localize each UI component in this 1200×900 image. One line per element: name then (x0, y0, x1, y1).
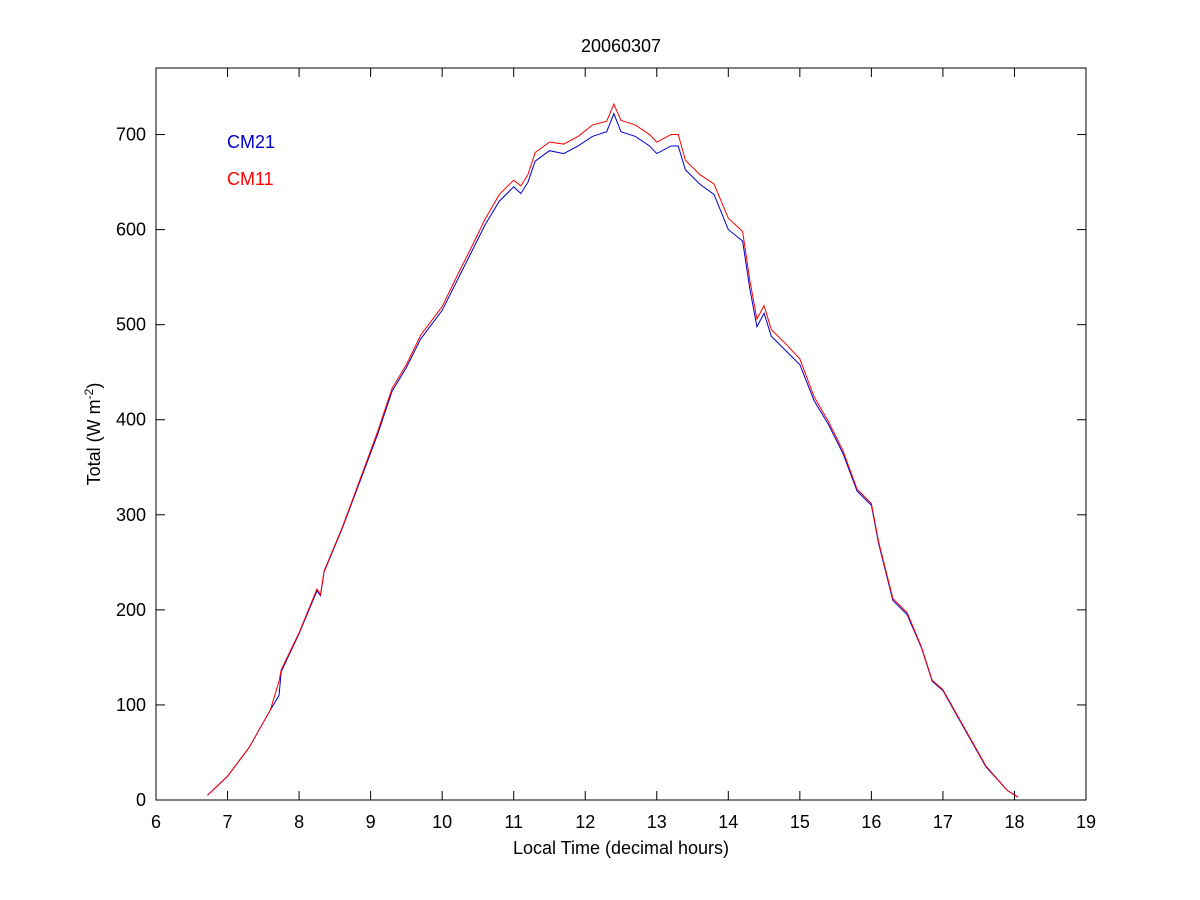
x-tick-label: 7 (223, 812, 233, 832)
legend-label: CM21 (227, 132, 275, 152)
axes-box (155, 67, 1087, 801)
x-tick-label: 18 (1004, 812, 1024, 832)
y-tick-label: 200 (116, 600, 146, 620)
x-tick-label: 11 (504, 812, 523, 832)
x-tick-label: 15 (790, 812, 810, 832)
x-tick-label: 13 (647, 812, 667, 832)
data-line (207, 102, 1019, 798)
x-tick-label: 12 (575, 812, 595, 832)
y-tick-label: 700 (116, 125, 146, 145)
x-tick-label: 16 (861, 812, 881, 832)
x-tick-label: 8 (294, 812, 304, 832)
y-tick-label: 500 (116, 315, 146, 335)
x-axis-label: Local Time (decimal hours) (513, 838, 729, 858)
y-tick-label: 400 (116, 410, 146, 430)
y-axis-label: Total (W m-2) (82, 383, 104, 486)
legend-label: CM11 (227, 169, 274, 189)
x-tick-label: 9 (366, 812, 376, 832)
y-tick-label: 600 (116, 220, 146, 240)
x-tick-label: 14 (718, 812, 738, 832)
y-label-suffix: ) (84, 383, 104, 389)
y-tick-label: 0 (136, 790, 146, 810)
chart-title: 20060307 (581, 36, 661, 56)
y-tick-label: 100 (116, 695, 146, 715)
x-tick-label: 19 (1076, 812, 1096, 832)
x-tick-label: 6 (151, 812, 161, 832)
x-tick-label: 17 (933, 812, 953, 832)
y-label-text: Total (W m (84, 399, 104, 485)
y-label-sup: -2 (82, 388, 96, 399)
x-tick-label: 10 (432, 812, 452, 832)
y-tick-label: 300 (116, 505, 146, 525)
